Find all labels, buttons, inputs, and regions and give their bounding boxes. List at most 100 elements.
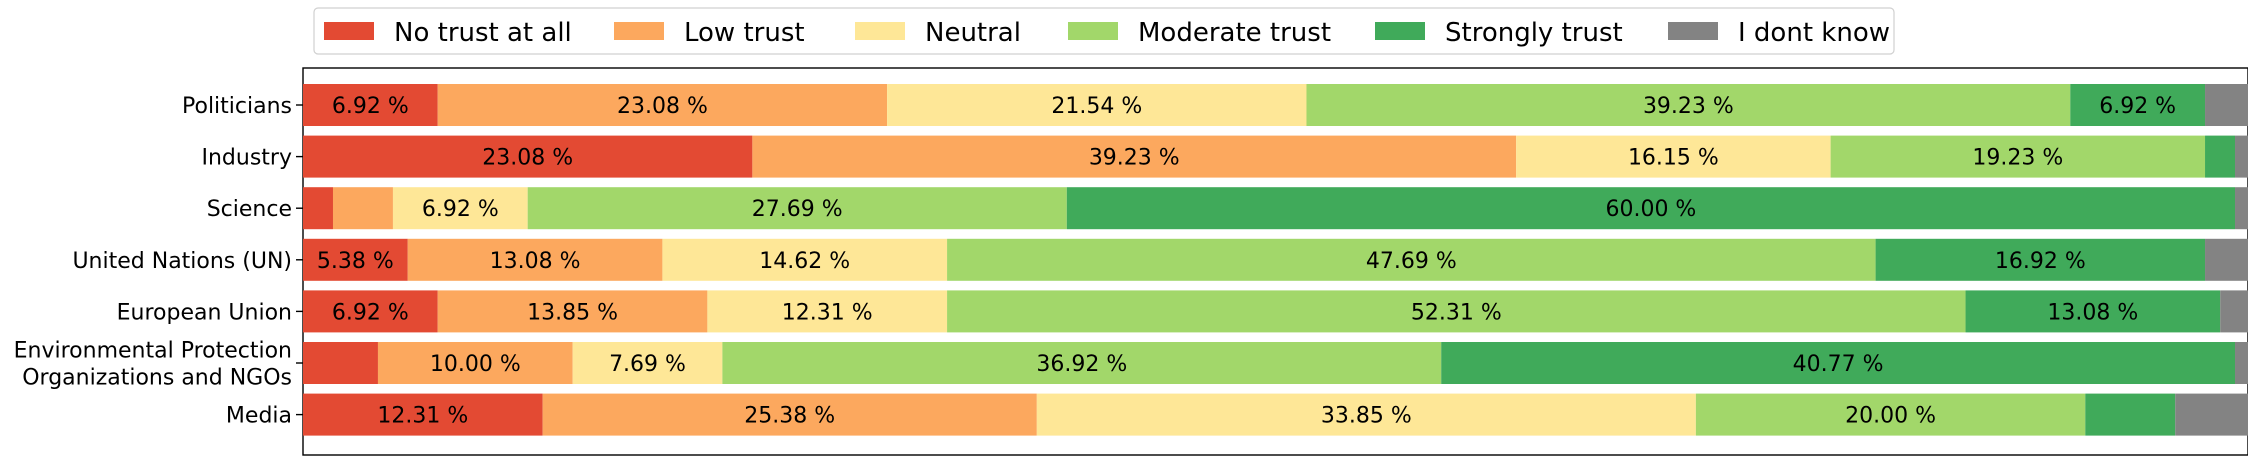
data-label: 13.85 %: [527, 300, 618, 325]
bar-united-nations-un-no-trust-at-all: [303, 238, 408, 281]
legend-swatch: [1375, 22, 1425, 40]
data-label: 13.08 %: [490, 249, 581, 274]
plot-area: 6.92 % 23.08 % 21.54 % 39.23 % 6.92 % 23.08 %…: [302, 67, 2248, 456]
bar-european-union-no-trust-at-all: [303, 290, 438, 333]
data-label: 19.23 %: [1972, 146, 2063, 171]
legend: No trust at all Low trust Neutral Moderate …: [313, 7, 1895, 55]
data-label: 60.00 %: [1605, 197, 1696, 222]
data-label: 6.92 %: [332, 94, 409, 119]
data-label: 7.69 %: [609, 352, 686, 377]
bar-environmental-protection-organizations-and-ngos-strongly-trust: [1441, 342, 2236, 384]
bar-united-nations-un-low-trust: [407, 238, 663, 281]
data-label: 36.92 %: [1036, 352, 1127, 377]
bar-industry-strongly-trust: [2205, 135, 2236, 178]
bar-european-union-moderate-trust: [947, 290, 1966, 333]
category-label: Industry: [202, 146, 293, 171]
legend-item-i-dont-know: I dont know: [1668, 18, 1890, 48]
bar-united-nations-un-i-dont-know: [2205, 238, 2248, 281]
legend-swatch: [324, 22, 374, 40]
data-label: 6.92 %: [422, 197, 499, 222]
bar-media-neutral: [1036, 393, 1696, 436]
bar-science-neutral: [392, 187, 528, 230]
bar-environmental-protection-organizations-and-ngos-neutral: [572, 342, 723, 384]
category-label: Politicians: [182, 94, 292, 119]
bar-science-i-dont-know: [2235, 187, 2248, 230]
bar-media-i-dont-know: [2175, 393, 2248, 436]
data-label: 16.92 %: [1995, 249, 2086, 274]
category-label: United Nations (UN): [72, 249, 292, 274]
bar-european-union-neutral: [707, 290, 948, 333]
data-label: 21.54 %: [1051, 94, 1142, 119]
bar-united-nations-un-strongly-trust: [1875, 238, 2206, 281]
legend-item-low-trust: Low trust: [614, 18, 805, 48]
legend-item-moderate-trust: Moderate trust: [1068, 18, 1331, 48]
bar-united-nations-un-neutral: [662, 238, 948, 281]
bar-science-strongly-trust: [1066, 187, 2236, 230]
data-label: 23.08 %: [482, 146, 573, 171]
data-label: 52.31 %: [1411, 300, 1502, 325]
bar-science-low-trust: [332, 187, 393, 230]
data-label: 12.31 %: [782, 300, 873, 325]
bar-science-moderate-trust: [527, 187, 1067, 230]
legend-swatch: [1668, 22, 1718, 40]
bar-politicians-moderate-trust: [1306, 84, 2071, 126]
bar-industry-i-dont-know: [2235, 135, 2248, 178]
data-label: 27.69 %: [752, 197, 843, 222]
data-label: 20.00 %: [1845, 404, 1936, 429]
data-label: 6.92 %: [2099, 94, 2176, 119]
bar-politicians-no-trust-at-all: [303, 84, 438, 126]
bar-media-moderate-trust: [1695, 393, 2086, 436]
data-label: 47.69 %: [1366, 249, 1457, 274]
bar-environmental-protection-organizations-and-ngos-moderate-trust: [722, 342, 1442, 384]
bar-science-no-trust-at-all: [303, 187, 333, 230]
bar-politicians-strongly-trust: [2070, 84, 2206, 126]
data-label: 16.15 %: [1628, 146, 1719, 171]
data-label: 25.38 %: [744, 404, 835, 429]
y-axis-labels: Politicians Industry Science United Nations…: [14, 94, 303, 429]
bar-politicians-i-dont-know: [2205, 84, 2248, 126]
bar-politicians-neutral: [887, 84, 1307, 126]
data-label: 10.00 %: [430, 352, 521, 377]
bar-european-union-low-trust: [437, 290, 708, 333]
legend-label: I dont know: [1738, 18, 1890, 48]
category-label: European Union: [117, 300, 292, 325]
legend-item-no-trust-at-all: No trust at all: [324, 18, 572, 48]
legend-label: Neutral: [925, 18, 1021, 48]
category-label: Environmental Protection Organizations an…: [14, 339, 292, 391]
bar-industry-no-trust-at-all: [303, 135, 753, 178]
legend-item-strongly-trust: Strongly trust: [1375, 18, 1623, 48]
data-label: 33.85 %: [1321, 404, 1412, 429]
legend-swatch: [855, 22, 905, 40]
bar-industry-moderate-trust: [1830, 135, 2206, 178]
category-label: Science: [207, 197, 292, 222]
data-label: 6.92 %: [332, 300, 409, 325]
bar-industry-low-trust: [752, 135, 1517, 178]
data-label: 39.23 %: [1643, 94, 1734, 119]
bar-media-no-trust-at-all: [303, 393, 543, 436]
legend-label: No trust at all: [394, 18, 572, 48]
legend-label: Strongly trust: [1445, 18, 1623, 48]
data-label: 14.62 %: [759, 249, 850, 274]
legend-swatch: [614, 22, 664, 40]
data-label: 12.31 %: [377, 404, 468, 429]
data-label: 13.08 %: [2047, 300, 2138, 325]
legend-item-neutral: Neutral: [855, 18, 1021, 48]
legend-label: Moderate trust: [1138, 18, 1331, 48]
legend-label: Low trust: [684, 18, 805, 48]
data-label: 40.77 %: [1793, 352, 1884, 377]
data-label: 39.23 %: [1089, 146, 1180, 171]
bar-industry-neutral: [1516, 135, 1831, 178]
bar-environmental-protection-organizations-and-ngos-low-trust: [377, 342, 573, 384]
bar-media-strongly-trust: [2085, 393, 2176, 436]
data-label: 23.08 %: [617, 94, 708, 119]
data-label: 5.38 %: [317, 249, 394, 274]
legend-swatch: [1068, 22, 1118, 40]
bar-european-union-strongly-trust: [1965, 290, 2221, 333]
bar-european-union-i-dont-know: [2220, 290, 2248, 333]
bar-environmental-protection-organizations-and-ngos-i-dont-know: [2235, 342, 2248, 384]
bar-united-nations-un-moderate-trust: [947, 238, 1876, 281]
bar-environmental-protection-organizations-and-ngos-no-trust-at-all: [303, 342, 378, 384]
category-label: Media: [226, 404, 292, 429]
bar-politicians-low-trust: [437, 84, 888, 126]
